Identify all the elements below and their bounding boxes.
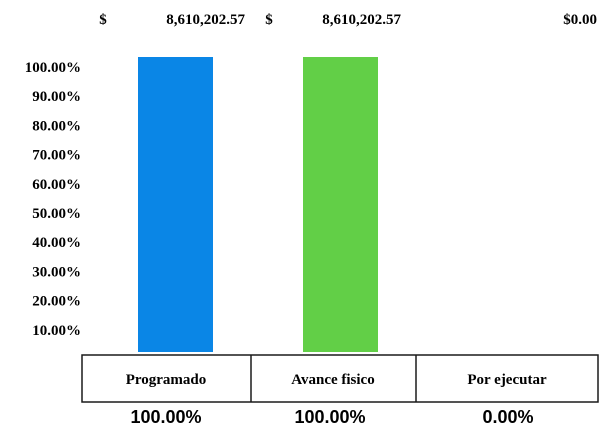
category-table-border: [81, 354, 599, 403]
y-tick-label: 100.00%: [25, 60, 81, 76]
avance-currency-symbol: $: [265, 12, 273, 28]
y-tick-label: 80.00%: [32, 118, 81, 134]
programado-currency-symbol: $: [99, 12, 107, 28]
data-label: 100.00%: [130, 407, 201, 427]
y-tick-label: 60.00%: [32, 177, 81, 193]
y-tick-label: 30.00%: [32, 264, 81, 280]
bar-avance-fisico: [303, 57, 378, 352]
y-tick-label: 10.00%: [32, 323, 81, 339]
data-label: 100.00%: [294, 407, 365, 427]
y-tick-label: 50.00%: [32, 206, 81, 222]
avance-amount: 8,610,202.57: [322, 12, 401, 28]
top-value-row: $ 8,610,202.57 $ 8,610,202.57 $0.00: [99, 12, 597, 28]
y-tick-label: 20.00%: [32, 294, 81, 310]
programado-amount: 8,610,202.57: [166, 12, 245, 28]
category-table: Programado Avance fisico Por ejecutar: [81, 354, 599, 403]
y-axis-ticks: 100.00% 90.00% 80.00% 70.00% 60.00% 50.00% 40.…: [25, 60, 81, 339]
y-tick-label: 40.00%: [32, 235, 81, 251]
y-tick-label: 70.00%: [32, 148, 81, 164]
bar-programado: [138, 57, 213, 352]
category-label: Programado: [126, 372, 207, 388]
por-ejecutar-amount: $0.00: [563, 12, 597, 28]
y-tick-label: 90.00%: [32, 89, 81, 105]
category-label: Avance fisico: [291, 372, 374, 388]
bottom-value-labels: 100.00% 100.00% 0.00%: [130, 407, 533, 427]
category-label: Por ejecutar: [467, 372, 547, 388]
bar-series: [138, 57, 378, 352]
data-label: 0.00%: [482, 407, 533, 427]
